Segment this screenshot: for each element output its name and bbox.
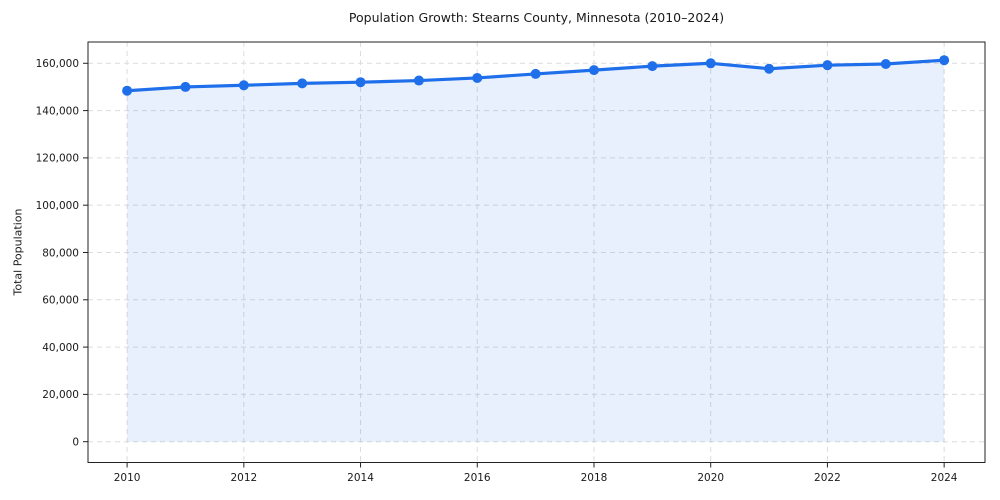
x-tick-label: 2014 — [347, 472, 374, 484]
axis-tick-labels: 2010 2012 2014 2016 2018 2020 2022 2024 0 20,000 4… — [36, 58, 958, 484]
x-tick-label: 2022 — [814, 472, 841, 484]
data-point — [764, 63, 775, 74]
grid-lines — [88, 42, 985, 463]
area-fill — [127, 60, 945, 442]
y-tick-label: 80,000 — [42, 247, 79, 259]
y-tick-label: 100,000 — [36, 200, 79, 212]
x-tick-label: 2018 — [581, 472, 608, 484]
data-point — [705, 58, 716, 69]
x-tick-label: 2020 — [697, 472, 724, 484]
data-point — [122, 85, 133, 96]
y-tick-label: 140,000 — [36, 105, 79, 117]
y-tick-label: 160,000 — [36, 58, 79, 70]
chart-title: Population Growth: Stearns County, Minne… — [348, 10, 725, 25]
x-tick-label: 2024 — [931, 472, 958, 484]
plot-border — [87, 41, 986, 463]
data-point — [472, 72, 483, 83]
data-point — [822, 60, 833, 71]
data-point — [238, 80, 249, 91]
data-point — [880, 58, 891, 69]
y-tick-label: 60,000 — [42, 295, 79, 307]
data-point-markers — [122, 55, 950, 96]
axis-ticks — [83, 62, 945, 468]
x-tick-label: 2016 — [464, 472, 491, 484]
data-point — [588, 65, 599, 76]
data-point — [413, 75, 424, 86]
y-tick-label: 20,000 — [42, 389, 79, 401]
x-tick-label: 2012 — [230, 472, 257, 484]
data-point — [647, 61, 658, 72]
data-point — [355, 77, 366, 88]
data-point — [180, 81, 191, 92]
x-tick-label: 2010 — [114, 472, 141, 484]
data-point — [939, 55, 950, 66]
data-point — [530, 68, 541, 79]
data-point — [297, 78, 308, 89]
y-tick-label: 0 — [72, 436, 79, 448]
y-tick-label: 40,000 — [42, 342, 79, 354]
y-tick-label: 120,000 — [36, 153, 79, 165]
